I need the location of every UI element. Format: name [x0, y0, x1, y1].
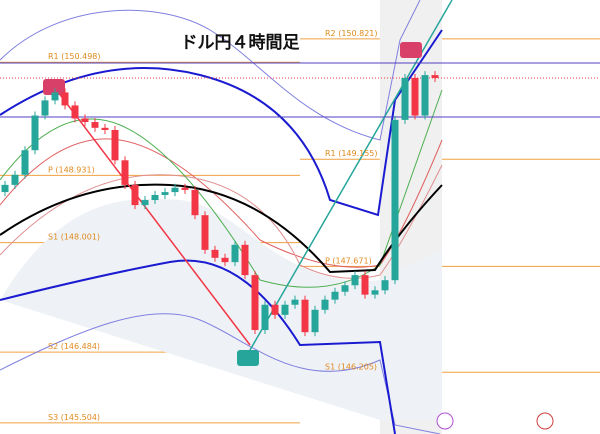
candle — [351, 275, 359, 286]
pivot-label: P (148.931) — [48, 165, 95, 174]
pivot-label: S3 (145.504) — [48, 413, 100, 422]
candle — [231, 244, 239, 263]
candle — [21, 150, 29, 175]
candle — [391, 119, 399, 281]
candle — [111, 129, 119, 161]
outer-lower-band — [0, 313, 441, 434]
high-marker — [43, 79, 65, 95]
candle — [191, 189, 199, 216]
candle — [141, 200, 149, 206]
candle — [371, 290, 379, 295]
candle — [181, 187, 189, 190]
candle — [101, 127, 109, 130]
candle — [11, 174, 19, 185]
candle — [401, 77, 409, 120]
candle — [341, 285, 349, 292]
chart-title: ドル円４時間足 — [181, 32, 300, 53]
candle — [301, 299, 309, 333]
candle — [171, 187, 179, 193]
candle — [151, 194, 159, 201]
candle — [331, 291, 339, 300]
ma-ribbon-green — [0, 89, 443, 288]
candle — [281, 304, 289, 315]
candle — [261, 304, 269, 331]
candle — [291, 299, 299, 305]
candle — [81, 118, 89, 123]
trend-line — [249, 0, 453, 351]
icon — [436, 412, 454, 430]
candle — [221, 257, 229, 263]
candle — [321, 299, 329, 310]
candle — [271, 304, 279, 315]
outer-upper-band — [0, 0, 421, 141]
candle — [311, 309, 319, 333]
candle — [41, 100, 49, 116]
candle — [131, 184, 139, 206]
candle — [411, 77, 419, 116]
candle — [61, 92, 69, 106]
icon — [536, 412, 554, 430]
candle — [121, 160, 129, 185]
candle — [381, 280, 389, 291]
candle — [91, 122, 99, 128]
band-fill — [0, 198, 442, 420]
candle — [241, 244, 249, 276]
pivot-label: R1 (149.155) — [325, 149, 378, 158]
pivot-label: R2 (150.821) — [325, 29, 378, 38]
candle — [201, 215, 209, 250]
low-marker — [237, 350, 259, 366]
high-marker — [400, 42, 422, 58]
candle — [1, 184, 9, 193]
candle — [71, 105, 79, 119]
candle — [211, 249, 219, 258]
candle — [31, 115, 39, 151]
candle — [421, 75, 429, 116]
candle — [51, 92, 59, 101]
candle — [251, 275, 259, 331]
candle — [161, 192, 169, 195]
pivot-label: R1 (150.498) — [48, 52, 101, 61]
candle — [361, 275, 369, 295]
pivot-label: S1 (148.001) — [48, 233, 100, 242]
pivot-label: S1 (146.205) — [325, 362, 377, 371]
trend-line — [54, 87, 251, 346]
upper-band — [0, 29, 443, 217]
pivot-label: S2 (146.484) — [48, 342, 100, 351]
candle — [431, 75, 439, 78]
pivot-label: P (147.671) — [325, 256, 372, 265]
